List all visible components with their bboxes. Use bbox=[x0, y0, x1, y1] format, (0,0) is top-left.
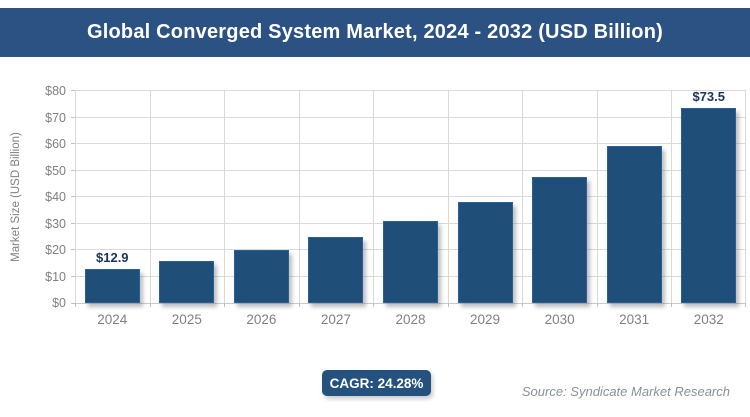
v-gridline-4 bbox=[373, 91, 374, 303]
x-axis-tick-8 bbox=[671, 303, 672, 307]
x-tick-label-2029: 2029 bbox=[470, 312, 501, 327]
bar-2025 bbox=[159, 260, 215, 303]
bar-2028 bbox=[383, 221, 438, 303]
y-tick-label-60: $60 bbox=[45, 137, 66, 151]
v-gridline-9 bbox=[745, 91, 746, 303]
v-gridline-2 bbox=[224, 91, 225, 303]
x-axis-tick-0 bbox=[75, 303, 76, 307]
x-axis-tick-4 bbox=[373, 303, 374, 307]
h-gridline-50 bbox=[75, 169, 746, 171]
chart-title-bar: Global Converged System Market, 2024 - 2… bbox=[0, 8, 750, 57]
y-tick-label-70: $70 bbox=[45, 110, 66, 125]
bar-2024 bbox=[84, 268, 140, 303]
bar-2027 bbox=[308, 237, 364, 303]
x-axis-tick-1 bbox=[150, 303, 151, 307]
h-gridline-80 bbox=[75, 90, 746, 91]
x-tick-label-2025: 2025 bbox=[171, 312, 202, 327]
h-gridline-40 bbox=[75, 196, 746, 197]
x-tick-label-2031: 2031 bbox=[619, 312, 650, 327]
x-tick-label-2026: 2026 bbox=[246, 312, 277, 327]
y-tick-label-50: $50 bbox=[45, 163, 66, 178]
v-gridline-5 bbox=[448, 91, 449, 303]
bar-2026 bbox=[233, 250, 289, 303]
y-axis-tick-60 bbox=[71, 143, 75, 144]
data-label-2024: $12.9 bbox=[96, 249, 129, 265]
y-tick-label-20: $20 bbox=[45, 243, 66, 257]
bar-2032 bbox=[681, 108, 737, 303]
x-axis-tick-7 bbox=[597, 303, 598, 307]
y-tick-label-10: $10 bbox=[45, 269, 66, 284]
h-gridline-0 bbox=[75, 303, 746, 304]
h-gridline-70 bbox=[75, 116, 746, 118]
y-axis-tick-20 bbox=[71, 249, 75, 250]
x-axis-tick-3 bbox=[299, 303, 300, 307]
source-credit: Source: Syndicate Market Research bbox=[521, 384, 730, 399]
x-axis-tick-6 bbox=[522, 303, 523, 307]
x-tick-label-2030: 2030 bbox=[544, 312, 575, 327]
bar-2030 bbox=[532, 177, 588, 303]
cagr-badge: CAGR: 24.28% bbox=[322, 370, 431, 396]
v-gridline-0 bbox=[75, 91, 76, 303]
y-tick-label-30: $30 bbox=[45, 216, 66, 231]
y-axis-tick-10 bbox=[71, 275, 75, 277]
y-axis-tick-40 bbox=[71, 196, 75, 197]
y-axis-tick-80 bbox=[71, 90, 75, 91]
bar-2031 bbox=[606, 146, 662, 303]
cagr-badge-label: CAGR: 24.28% bbox=[329, 375, 424, 391]
plot-area: $12.9 $73.5 bbox=[71, 89, 746, 307]
x-tick-label-2028: 2028 bbox=[395, 312, 426, 327]
h-gridline-60 bbox=[75, 143, 746, 144]
y-axis-tick-0 bbox=[71, 303, 75, 304]
v-gridline-7 bbox=[597, 91, 598, 303]
y-tick-label-0: $0 bbox=[52, 296, 66, 310]
x-tick-label-2024: 2024 bbox=[97, 312, 128, 327]
chart-title: Global Converged System Market, 2024 - 2… bbox=[86, 21, 664, 43]
y-axis-tick-50 bbox=[71, 169, 75, 171]
v-gridline-8 bbox=[671, 91, 672, 303]
v-gridline-1 bbox=[150, 91, 151, 303]
x-axis-tick-2 bbox=[224, 303, 225, 307]
bar-2029 bbox=[457, 201, 513, 303]
x-axis-tick-9 bbox=[745, 303, 746, 307]
x-axis-tick-5 bbox=[448, 303, 449, 307]
y-tick-label-40: $40 bbox=[45, 190, 66, 204]
y-axis-tick-70 bbox=[71, 116, 75, 118]
y-axis-tick-30 bbox=[71, 222, 75, 224]
v-gridline-6 bbox=[522, 91, 523, 303]
data-label-2032: $73.5 bbox=[692, 89, 725, 105]
x-tick-label-2027: 2027 bbox=[320, 312, 351, 327]
v-gridline-3 bbox=[299, 91, 300, 303]
y-tick-label-80: $80 bbox=[45, 84, 66, 98]
x-tick-label-2032: 2032 bbox=[693, 312, 724, 327]
